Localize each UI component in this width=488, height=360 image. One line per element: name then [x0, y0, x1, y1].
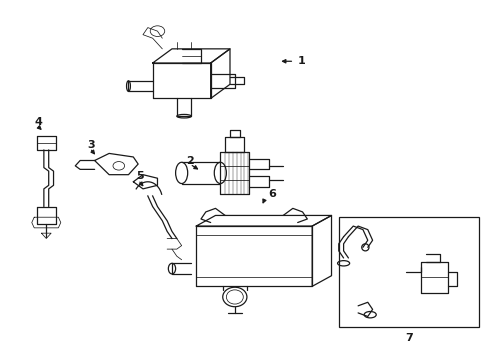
Text: 4: 4	[34, 117, 42, 126]
Text: 2: 2	[186, 156, 194, 166]
Text: 3: 3	[87, 140, 95, 149]
Bar	[338, 217, 478, 327]
Text: 6: 6	[268, 189, 276, 199]
Text: 7: 7	[404, 333, 412, 343]
Text: 5: 5	[136, 171, 143, 181]
Text: 1: 1	[297, 56, 305, 66]
